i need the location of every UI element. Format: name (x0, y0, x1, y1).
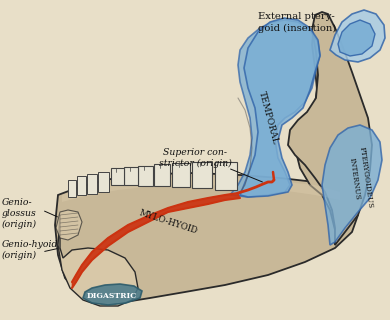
Polygon shape (111, 168, 124, 185)
Polygon shape (87, 174, 97, 194)
Polygon shape (83, 284, 142, 305)
Polygon shape (98, 172, 109, 192)
Polygon shape (172, 163, 190, 187)
Polygon shape (288, 12, 372, 245)
Polygon shape (322, 125, 382, 245)
Text: Genio-
glossus
(origin): Genio- glossus (origin) (2, 198, 37, 229)
Polygon shape (154, 164, 170, 186)
Polygon shape (240, 18, 320, 197)
Text: Genio-hyoid
(origin): Genio-hyoid (origin) (2, 240, 58, 260)
Polygon shape (55, 173, 358, 302)
Polygon shape (138, 166, 153, 186)
Polygon shape (124, 167, 138, 185)
Polygon shape (72, 193, 240, 288)
Polygon shape (295, 15, 355, 245)
Polygon shape (230, 20, 320, 197)
Polygon shape (58, 215, 138, 306)
Text: Superior con-
strictor (origin): Superior con- strictor (origin) (159, 148, 231, 168)
Text: MYLO-HYOID: MYLO-HYOID (138, 208, 199, 236)
Polygon shape (215, 162, 237, 190)
Text: TEMPORAL: TEMPORAL (257, 91, 279, 146)
Text: PTERYGOIDEUS
INTERNUS: PTERYGOIDEUS INTERNUS (346, 146, 374, 210)
Polygon shape (338, 20, 375, 56)
Polygon shape (192, 162, 212, 188)
Polygon shape (56, 210, 82, 240)
Text: DIGASTRIC: DIGASTRIC (87, 292, 137, 300)
Polygon shape (68, 180, 76, 197)
Polygon shape (62, 177, 340, 202)
Text: External ptery-
goid (insertion): External ptery- goid (insertion) (258, 12, 336, 33)
Polygon shape (330, 10, 385, 62)
Polygon shape (77, 176, 86, 195)
